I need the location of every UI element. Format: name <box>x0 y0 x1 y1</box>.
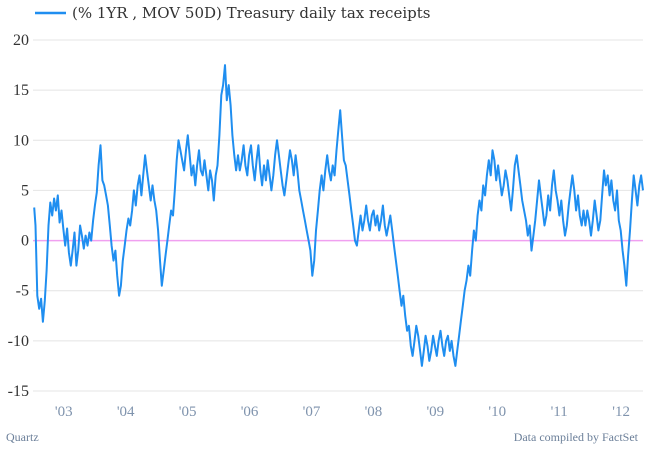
footer-source-right: Data compiled by FactSet <box>514 430 639 444</box>
x-tick-label: '12 <box>612 404 630 420</box>
x-tick-label: '06 <box>241 404 259 420</box>
grid <box>33 39 643 392</box>
x-tick-label: '07 <box>303 404 321 420</box>
legend-label: (% 1YR , MOV 50D) Treasury daily tax rec… <box>72 4 430 22</box>
y-tick-label: 5 <box>21 182 29 199</box>
x-tick-label: '03 <box>55 404 73 420</box>
footer-source-left: Quartz <box>6 430 39 444</box>
x-axis: '03 '04 '05 '06 '07 '08 '09 '10 '11 '12 <box>55 404 630 420</box>
legend: (% 1YR , MOV 50D) Treasury daily tax rec… <box>35 4 430 22</box>
y-tick-label: 0 <box>21 233 29 250</box>
y-tick-label: 20 <box>13 32 29 49</box>
y-tick-label: 15 <box>13 82 29 99</box>
y-tick-label: 10 <box>13 132 29 149</box>
y-tick-label: -5 <box>16 283 29 300</box>
x-tick-label: '11 <box>551 404 568 420</box>
series-line <box>33 64 644 367</box>
y-tick-label: -15 <box>8 383 29 400</box>
x-tick-label: '04 <box>117 404 135 420</box>
x-tick-label: '08 <box>365 404 383 420</box>
x-tick-label: '05 <box>179 404 197 420</box>
y-axis: 20 15 10 5 0 -5 -10 -15 <box>8 32 29 400</box>
x-tick-label: '09 <box>426 404 444 420</box>
x-tick-label: '10 <box>488 404 506 420</box>
y-tick-label: -10 <box>8 333 29 350</box>
